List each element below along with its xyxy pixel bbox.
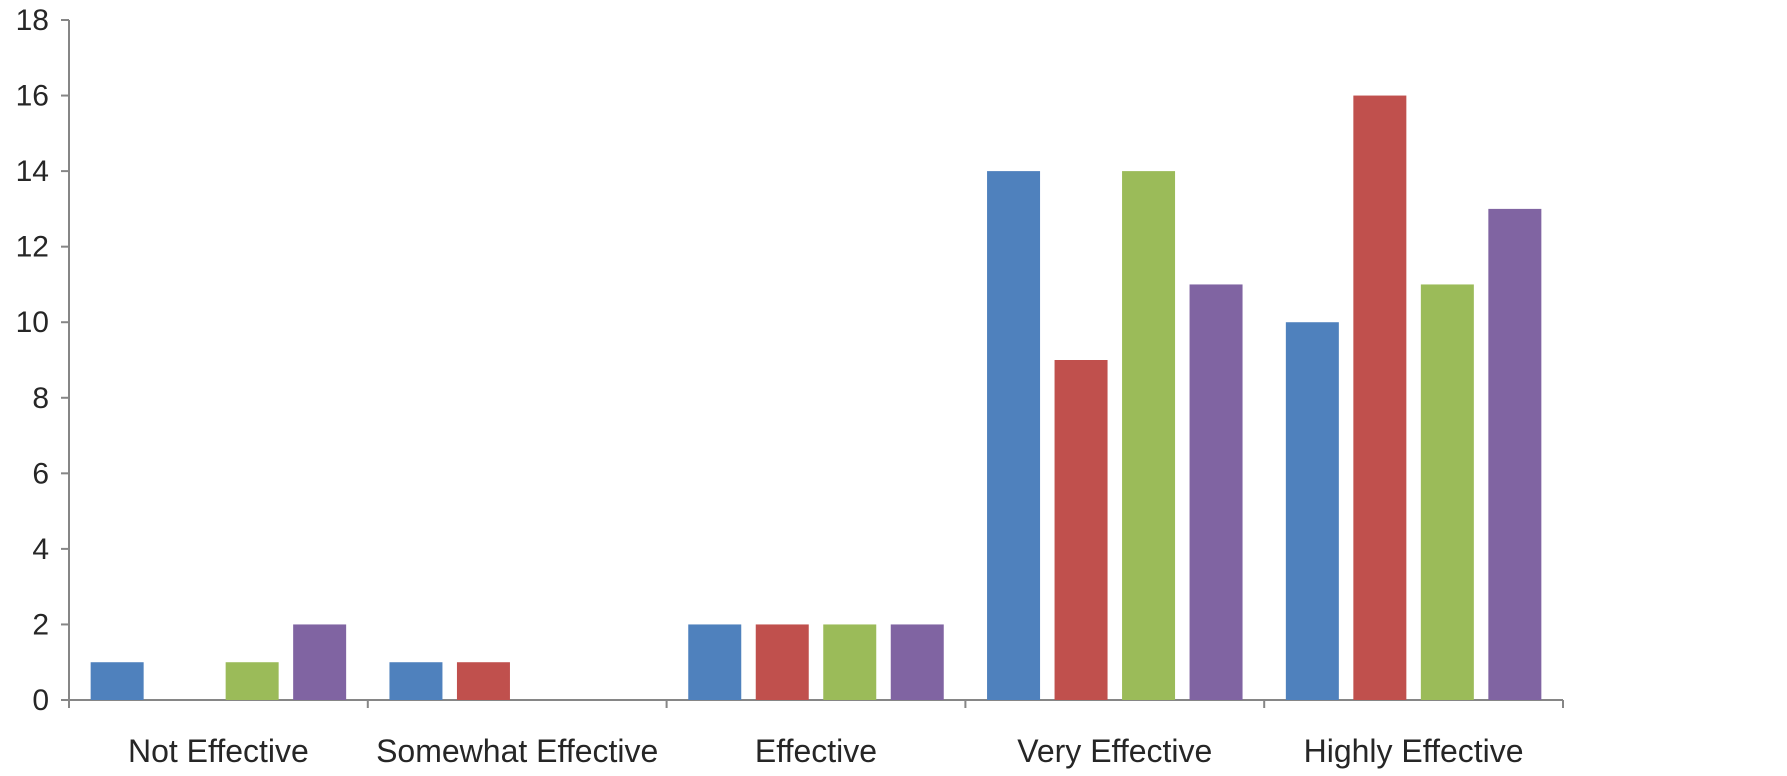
bar-series4-highly-effective xyxy=(1488,208,1542,700)
y-axis: 0 2 4 6 8 10 12 14 16 18 xyxy=(16,4,70,717)
x-category-label: Highly Effective xyxy=(1304,733,1524,769)
bar-series3-effective xyxy=(823,624,877,700)
bar-series4-effective xyxy=(890,624,944,700)
bar-series3-not-effective xyxy=(225,662,279,700)
y-tick-label: 6 xyxy=(32,457,49,490)
y-tick-label: 14 xyxy=(16,155,49,188)
bar-series3-very-effective xyxy=(1122,171,1176,701)
y-tick-label: 4 xyxy=(32,533,49,566)
y-tick-label: 2 xyxy=(32,608,49,641)
bar-series4-not-effective xyxy=(293,624,347,700)
bar-series2-highly-effective xyxy=(1353,95,1407,701)
bar-series1-not-effective xyxy=(90,662,144,700)
bar-series4-very-effective xyxy=(1189,284,1243,700)
x-category-label: Effective xyxy=(755,733,877,769)
bar-series1-effective xyxy=(688,624,742,700)
bar-series2-very-effective xyxy=(1054,360,1108,700)
y-tick-label: 8 xyxy=(32,382,49,415)
y-tick-label: 18 xyxy=(16,4,49,37)
y-tick-label: 12 xyxy=(16,231,49,264)
bar-series1-somewhat-effective xyxy=(389,662,443,700)
bar-series1-very-effective xyxy=(987,171,1041,701)
bar-series1-highly-effective xyxy=(1285,322,1339,700)
bar-series2-somewhat-effective xyxy=(456,662,510,700)
x-axis: Not Effective Somewhat Effective Effective… xyxy=(68,699,1564,769)
x-category-label: Very Effective xyxy=(1017,733,1212,769)
y-tick-label: 0 xyxy=(32,684,49,717)
x-category-label: Not Effective xyxy=(128,733,309,769)
bar-series3-highly-effective xyxy=(1420,284,1474,700)
x-category-label: Somewhat Effective xyxy=(376,733,658,769)
y-tick-label: 16 xyxy=(16,80,49,113)
bars-group xyxy=(90,95,1542,701)
bar-series2-effective xyxy=(755,624,809,700)
y-tick-label: 10 xyxy=(16,306,49,339)
